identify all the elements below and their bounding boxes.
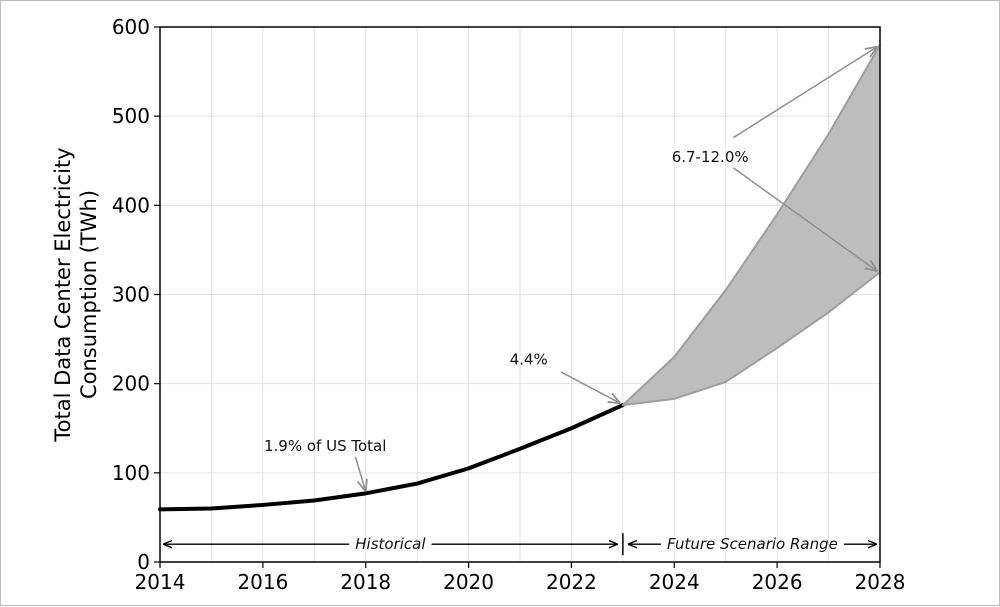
y-axis-label-line: Total Data Center Electricity [51,147,75,442]
y-tick-label: 100 [112,461,150,485]
y-tick-label: 300 [112,283,150,307]
annotation-arrow [561,372,620,403]
annotation-label: 6.7-12.0% [672,148,749,166]
x-tick-label: 2024 [649,570,700,594]
x-tick-label: 2026 [752,570,803,594]
scenario-band-area [623,45,880,405]
span-label: Historical [355,535,426,553]
y-tick-label: 400 [112,193,150,217]
y-tick-label: 0 [137,550,150,574]
x-tick-label: 2016 [237,570,288,594]
y-axis-label: Total Data Center ElectricityConsumption… [51,147,101,442]
y-tick-label: 500 [112,104,150,128]
x-tick-label: 2018 [340,570,391,594]
annotation-label: 4.4% [510,351,548,369]
y-axis-label-line: Consumption (TWh) [77,190,101,399]
annotation-label: 1.9% of US Total [264,437,386,455]
span-label: Future Scenario Range [667,535,838,553]
x-tick-label: 2028 [855,570,906,594]
y-tick-label: 200 [112,372,150,396]
y-tick-label: 600 [112,15,150,39]
scenario-band [623,45,880,405]
annotation-arrow [355,457,365,492]
x-tick-label: 2022 [546,570,597,594]
x-tick-label: 2020 [443,570,494,594]
historical-consumption-line [160,405,623,509]
